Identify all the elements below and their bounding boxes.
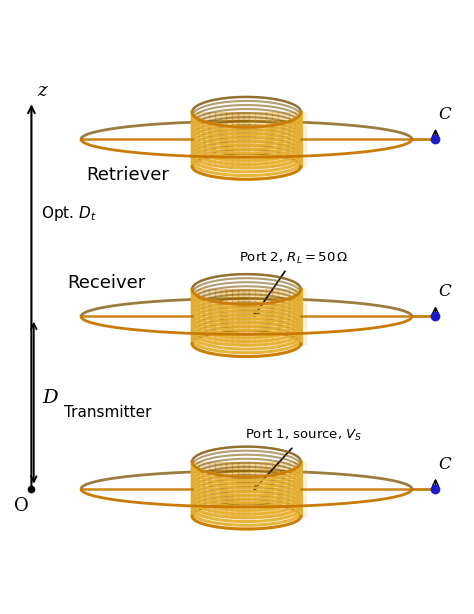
Text: Retriever: Retriever bbox=[86, 166, 169, 184]
Text: z: z bbox=[37, 82, 46, 101]
Text: C: C bbox=[438, 456, 451, 473]
Text: D: D bbox=[42, 389, 58, 407]
Text: Opt. $D_t$: Opt. $D_t$ bbox=[41, 204, 97, 223]
Text: O: O bbox=[14, 497, 29, 516]
Text: Port 2, $R_L = 50\,\Omega$: Port 2, $R_L = 50\,\Omega$ bbox=[239, 251, 348, 316]
Text: C: C bbox=[438, 284, 451, 300]
Text: Transmitter: Transmitter bbox=[64, 405, 152, 419]
Text: C: C bbox=[438, 106, 451, 123]
Text: Port 1, source, $V_S$: Port 1, source, $V_S$ bbox=[245, 429, 362, 489]
Text: Receiver: Receiver bbox=[67, 274, 145, 292]
